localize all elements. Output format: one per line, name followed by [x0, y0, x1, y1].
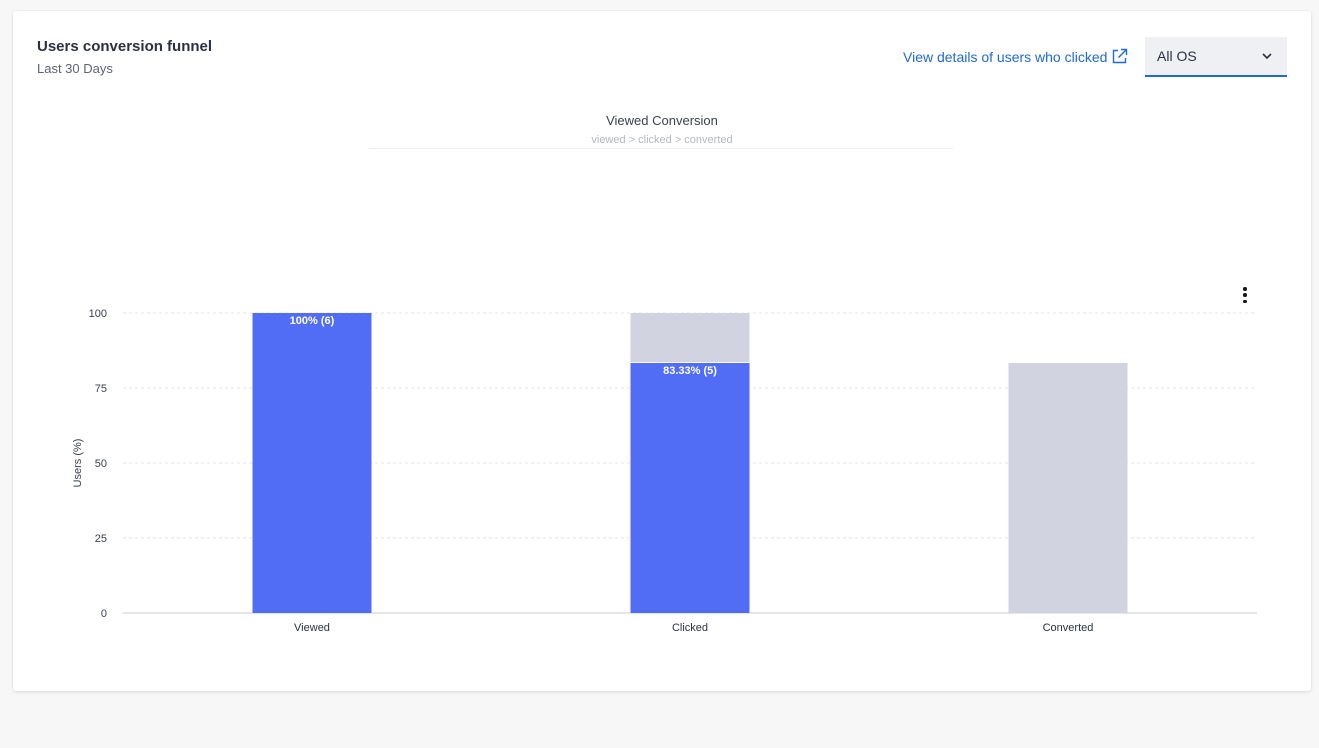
view-details-link-label: View details of users who clicked	[903, 48, 1108, 65]
divider	[369, 148, 953, 149]
os-filter-value: All OS	[1157, 48, 1197, 64]
funnel-card: Users conversion funnel Last 30 Days Vie…	[13, 11, 1311, 691]
card-subtitle: Last 30 Days	[37, 61, 113, 76]
data-label: 83.33% (5)	[663, 365, 717, 377]
y-tick-label: 25	[95, 533, 107, 545]
bar-clicked	[630, 363, 750, 613]
x-category-label: Clicked	[672, 622, 708, 634]
y-axis-title: Users (%)	[72, 439, 84, 488]
chart-plot: 0 25 50 75 100 Users (%) 100% (6) Viewed 83.33% …	[72, 308, 1257, 634]
chart-title: Viewed Conversion	[606, 113, 718, 128]
bar-viewed	[252, 313, 372, 613]
y-tick-label: 50	[95, 458, 107, 470]
y-tick-label: 100	[89, 308, 107, 320]
card-title: Users conversion funnel	[37, 38, 213, 55]
external-link-icon	[1111, 48, 1128, 65]
data-label: 100% (6)	[290, 315, 335, 327]
bar-remainder-converted	[1008, 363, 1128, 613]
chart-menu-icon[interactable]	[1237, 285, 1253, 305]
y-tick-label: 0	[101, 608, 107, 620]
x-category-label: Viewed	[294, 622, 330, 634]
view-details-link[interactable]: View details of users who clicked	[903, 48, 1128, 65]
chart-subtitle: viewed > clicked > converted	[591, 134, 733, 146]
os-filter-select[interactable]: All OS	[1145, 37, 1287, 77]
chevron-down-icon	[1261, 50, 1273, 62]
bar-remainder-clicked	[630, 313, 750, 363]
y-tick-label: 75	[95, 383, 107, 395]
x-category-label: Converted	[1043, 622, 1094, 634]
